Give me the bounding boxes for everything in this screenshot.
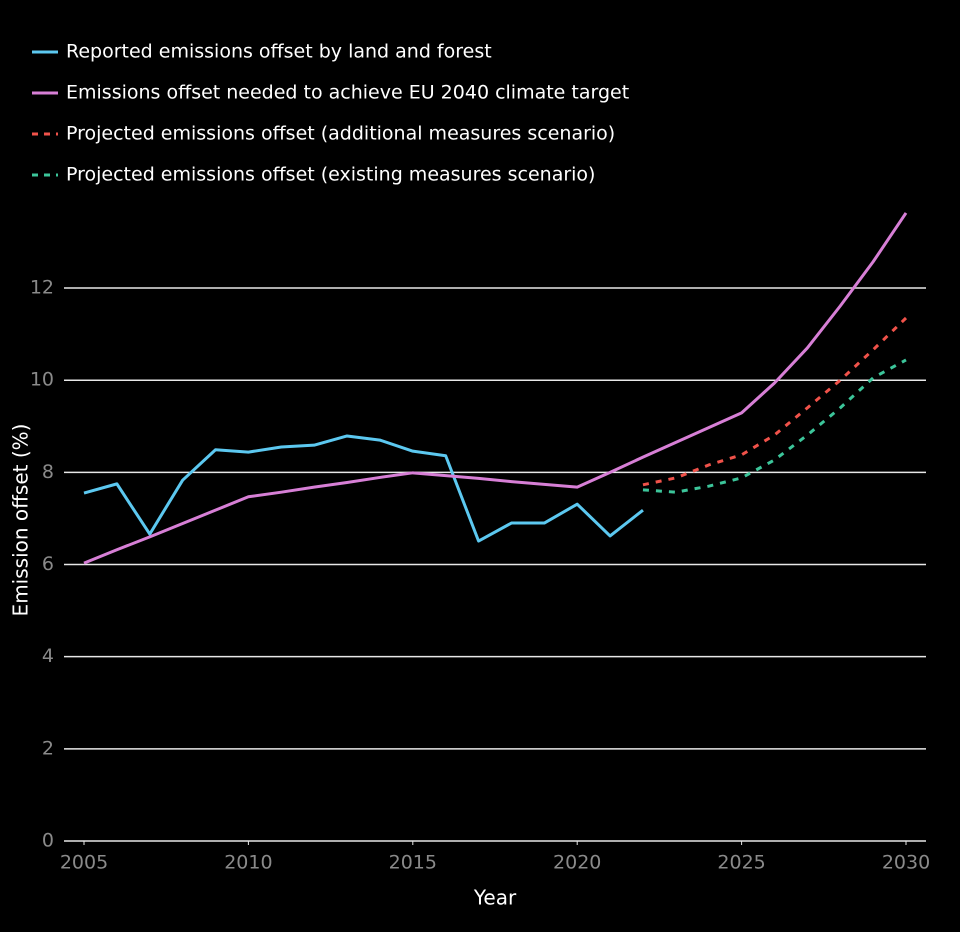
y-tick-label: 8 (42, 461, 54, 483)
y-tick-label: 12 (30, 277, 54, 299)
y-tick-label: 6 (42, 553, 54, 575)
x-tick-label: 2005 (60, 852, 108, 874)
x-tick-label: 2020 (553, 852, 601, 874)
legend-label: Projected emissions offset (additional m… (66, 123, 615, 145)
x-tick-label: 2030 (882, 852, 930, 874)
y-tick-label: 2 (42, 737, 54, 759)
legend-label: Emissions offset needed to achieve EU 20… (66, 82, 629, 104)
y-tick-label: 0 (42, 830, 54, 852)
x-tick-label: 2015 (389, 852, 437, 874)
y-axis-label: Emission offset (%) (9, 424, 33, 617)
legend-label: Reported emissions offset by land and fo… (66, 41, 492, 63)
series-line (642, 358, 907, 494)
legend-label: Projected emissions offset (existing mea… (66, 164, 595, 186)
x-tick-label: 2025 (717, 852, 765, 874)
y-tick-label: 10 (30, 369, 54, 391)
y-tick-label: 4 (42, 645, 54, 667)
x-axis-label: Year (473, 886, 517, 910)
series-line (83, 434, 644, 543)
x-tick-label: 2010 (224, 852, 272, 874)
series-line (83, 212, 908, 565)
